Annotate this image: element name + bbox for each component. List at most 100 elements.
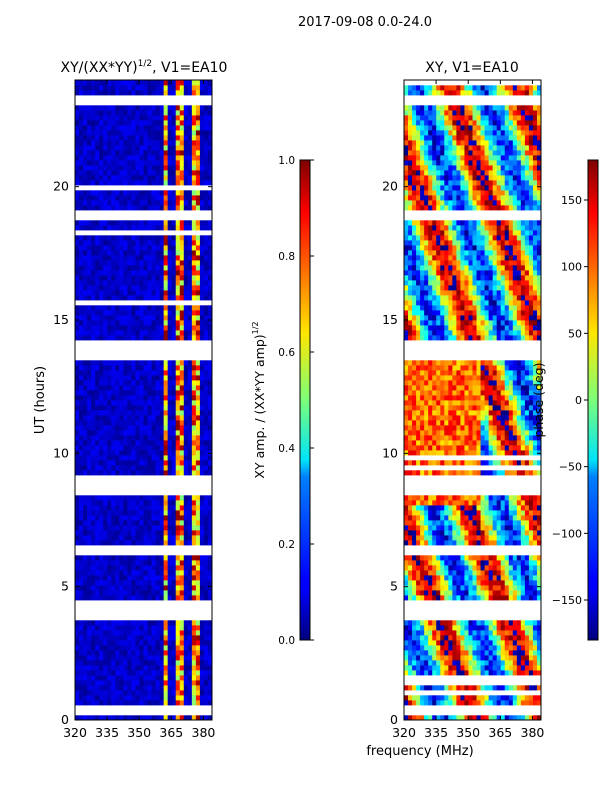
heatmap-cell bbox=[416, 525, 421, 531]
heatmap-cell bbox=[75, 160, 80, 166]
heatmap-cell bbox=[91, 315, 96, 321]
heatmap-cell bbox=[195, 190, 201, 196]
heatmap-cell bbox=[159, 285, 165, 291]
heatmap-cell bbox=[199, 170, 205, 176]
heatmap-cell bbox=[520, 460, 526, 466]
heatmap-cell bbox=[143, 415, 148, 421]
heatmap-cell bbox=[460, 660, 465, 666]
heatmap-cell bbox=[504, 535, 510, 541]
heatmap-cell bbox=[532, 625, 538, 631]
heatmap-cell bbox=[155, 595, 161, 601]
heatmap-cell bbox=[99, 715, 104, 721]
heatmap-cell bbox=[147, 510, 152, 516]
heatmap-cell bbox=[111, 520, 116, 526]
heatmap-cell bbox=[191, 625, 197, 631]
heatmap-cell bbox=[171, 295, 177, 301]
heatmap-cell bbox=[488, 635, 494, 641]
heatmap-cell bbox=[83, 665, 88, 671]
heatmap-cell bbox=[87, 150, 92, 156]
heatmap-cell bbox=[179, 695, 185, 701]
heatmap-cell bbox=[187, 180, 193, 186]
heatmap-cell bbox=[119, 560, 124, 566]
heatmap-cell bbox=[107, 715, 112, 721]
heatmap-cell bbox=[79, 630, 84, 636]
heatmap-cell bbox=[179, 235, 185, 241]
heatmap-cell bbox=[171, 195, 177, 201]
heatmap-cell bbox=[111, 580, 116, 586]
heatmap-cell bbox=[199, 335, 205, 341]
heatmap-cell bbox=[131, 130, 136, 136]
heatmap-cell bbox=[452, 460, 457, 466]
heatmap-cell bbox=[484, 470, 490, 476]
heatmap-cell bbox=[203, 455, 209, 461]
heatmap-cell bbox=[163, 525, 169, 531]
heatmap-cell bbox=[143, 265, 148, 271]
heatmap-cell bbox=[127, 410, 132, 416]
heatmap-cell bbox=[131, 440, 136, 446]
heatmap-cell bbox=[480, 450, 485, 456]
heatmap-cell bbox=[175, 465, 181, 471]
heatmap-cell bbox=[508, 575, 514, 581]
heatmap-cell bbox=[79, 685, 84, 691]
heatmap-cell bbox=[107, 555, 112, 561]
heatmap-cell bbox=[131, 630, 136, 636]
heatmap-cell bbox=[195, 555, 201, 561]
heatmap-cell bbox=[420, 670, 425, 676]
heatmap-cell bbox=[107, 680, 112, 686]
heatmap-cell bbox=[119, 240, 124, 246]
heatmap-cell bbox=[167, 195, 173, 201]
heatmap-cell bbox=[143, 85, 148, 91]
heatmap-cell bbox=[187, 675, 193, 681]
heatmap-cell bbox=[456, 540, 461, 546]
heatmap-cell bbox=[151, 320, 156, 326]
heatmap-cell bbox=[448, 625, 453, 631]
heatmap-cell bbox=[119, 90, 124, 96]
heatmap-cell bbox=[167, 405, 173, 411]
heatmap-cell bbox=[131, 375, 136, 381]
heatmap-cell bbox=[536, 500, 542, 506]
heatmap-cell bbox=[75, 130, 80, 136]
heatmap-cell bbox=[83, 80, 88, 86]
heatmap-cell bbox=[151, 575, 156, 581]
heatmap-cell bbox=[143, 290, 148, 296]
heatmap-cell bbox=[131, 260, 136, 266]
heatmap-cell bbox=[484, 575, 490, 581]
heatmap-cell bbox=[79, 280, 84, 286]
heatmap-cell bbox=[187, 370, 193, 376]
heatmap-cell bbox=[135, 245, 140, 251]
heatmap-cell bbox=[75, 195, 80, 201]
heatmap-cell bbox=[175, 205, 181, 211]
heatmap-cell bbox=[448, 630, 453, 636]
heatmap-cell bbox=[147, 570, 152, 576]
heatmap-cell bbox=[448, 635, 453, 641]
heatmap-cell bbox=[203, 540, 209, 546]
heatmap-cell bbox=[163, 565, 169, 571]
heatmap-cell bbox=[167, 450, 173, 456]
heatmap-cell bbox=[452, 700, 457, 706]
heatmap-cell bbox=[123, 690, 128, 696]
heatmap-cell bbox=[111, 220, 116, 226]
heatmap-cell bbox=[408, 570, 413, 576]
heatmap-cell bbox=[91, 295, 96, 301]
heatmap-cell bbox=[167, 380, 173, 386]
heatmap-cell bbox=[159, 105, 165, 111]
heatmap-cell bbox=[83, 90, 88, 96]
heatmap-cell bbox=[143, 455, 148, 461]
heatmap-cell bbox=[171, 370, 177, 376]
heatmap-cell bbox=[107, 630, 112, 636]
heatmap-cell bbox=[131, 160, 136, 166]
heatmap-cell bbox=[480, 470, 485, 476]
heatmap-cell bbox=[452, 515, 457, 521]
heatmap-cell bbox=[175, 660, 181, 666]
heatmap-cell bbox=[175, 580, 181, 586]
heatmap-cell bbox=[199, 105, 205, 111]
heatmap-cell bbox=[91, 460, 96, 466]
heatmap-cell bbox=[119, 180, 124, 186]
heatmap-cell bbox=[468, 665, 473, 671]
heatmap-cell bbox=[524, 500, 530, 506]
heatmap-cell bbox=[179, 170, 185, 176]
heatmap-cell bbox=[171, 640, 177, 646]
data-gap-row bbox=[404, 610, 541, 616]
heatmap-cell bbox=[203, 200, 209, 206]
heatmap-cell bbox=[107, 120, 112, 126]
